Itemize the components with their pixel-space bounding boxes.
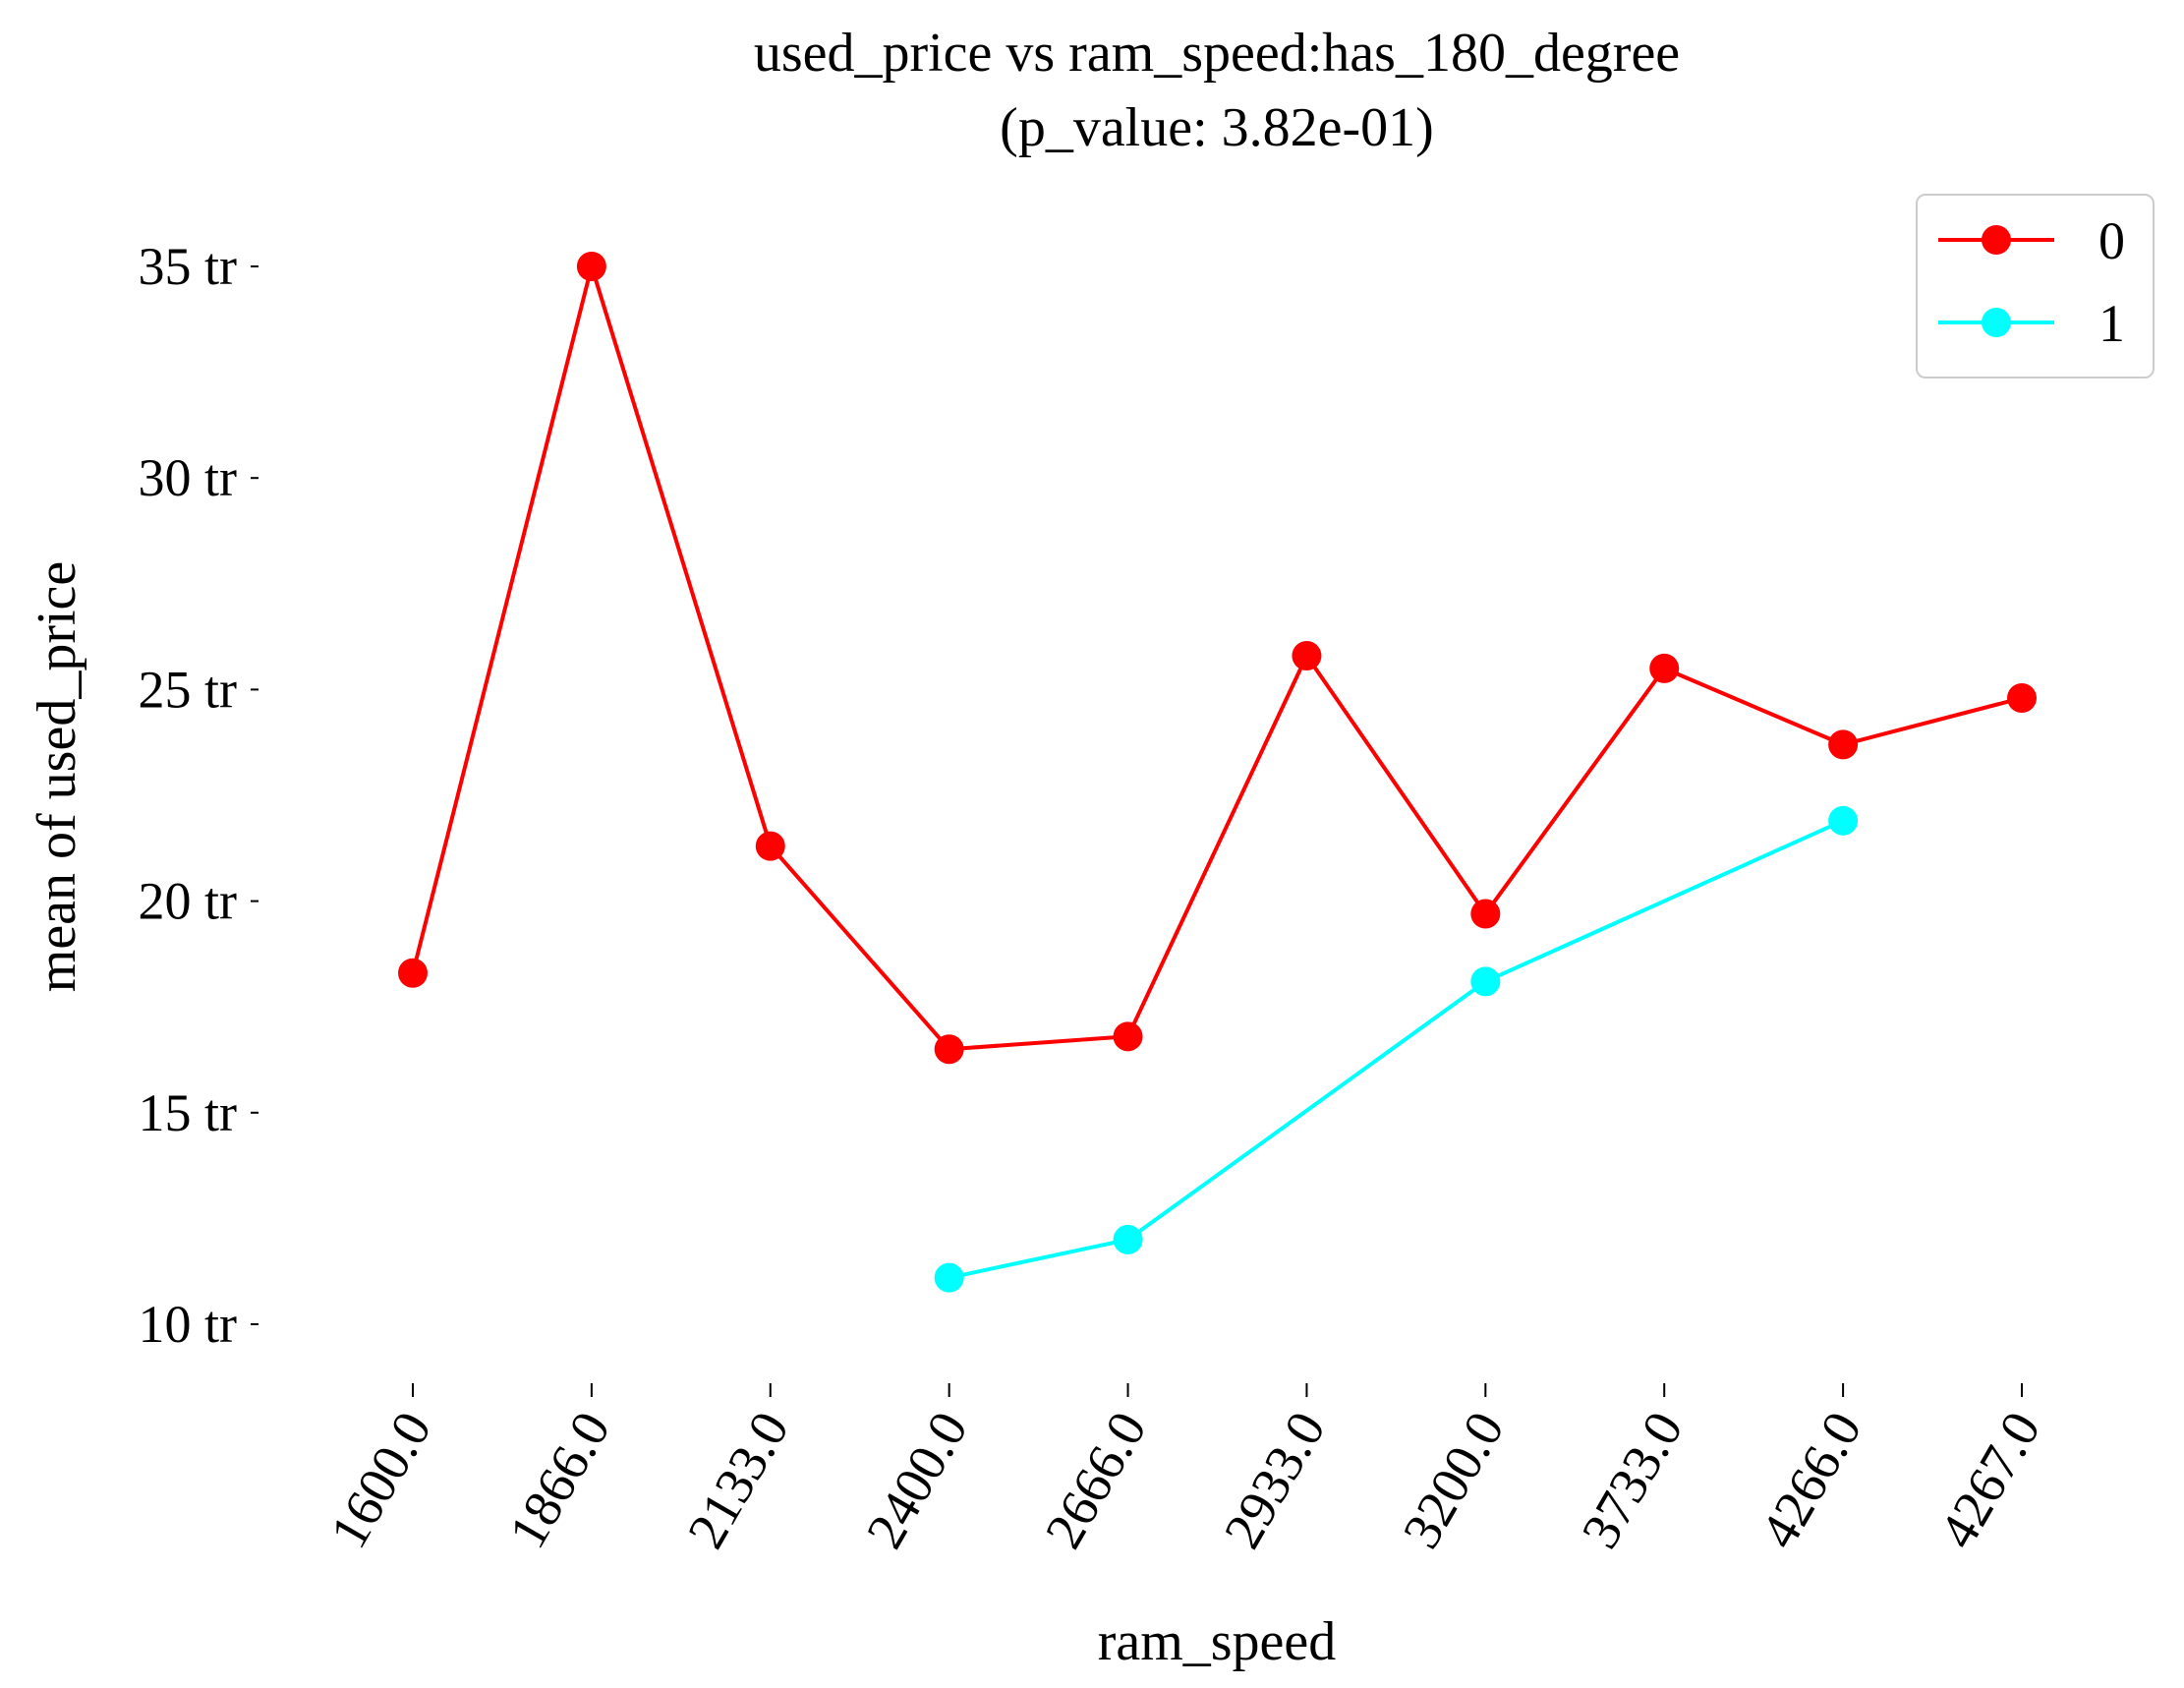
x-tick-label: 4267.0 xyxy=(1927,1402,2051,1558)
legend-marker xyxy=(1982,308,2011,337)
legend-marker xyxy=(1982,225,2011,255)
x-tick-label: 2666.0 xyxy=(1034,1402,1158,1558)
x-tick-label: 3733.0 xyxy=(1570,1402,1694,1558)
x-axis-label: ram_speed xyxy=(1098,1611,1337,1672)
data-point xyxy=(1470,899,1501,929)
x-tick-label: 2933.0 xyxy=(1213,1402,1337,1558)
data-point xyxy=(2007,683,2037,714)
data-point xyxy=(1828,805,1859,836)
y-tick-label: 20 tr xyxy=(139,872,238,931)
x-tick-label: 1866.0 xyxy=(497,1402,621,1558)
y-tick-label: 10 tr xyxy=(139,1295,238,1354)
y-tick-label: 30 tr xyxy=(139,448,238,507)
data-point xyxy=(398,958,428,988)
data-point xyxy=(1113,1224,1143,1254)
data-point xyxy=(1649,653,1680,683)
x-tick-label: 4266.0 xyxy=(1749,1402,1872,1558)
y-tick-label: 25 tr xyxy=(139,660,238,719)
series-line-1 xyxy=(948,818,1844,1280)
x-tick-label: 3200.0 xyxy=(1392,1402,1516,1558)
data-point xyxy=(934,1034,964,1065)
series-layer xyxy=(398,252,2037,1293)
x-tick-label: 2400.0 xyxy=(855,1402,979,1558)
data-point xyxy=(576,252,606,281)
series-0 xyxy=(398,252,2037,1065)
data-point xyxy=(1292,640,1322,670)
y-tick-label: 15 tr xyxy=(139,1083,238,1142)
legend: 01 xyxy=(1916,194,2155,378)
x-tick-label: 1600.0 xyxy=(318,1402,442,1558)
data-point xyxy=(1470,966,1501,997)
y-axis-label: mean of used_price xyxy=(27,561,87,992)
y-axis: 10 tr 15 tr 20 tr 25 tr 30 tr 35 tr xyxy=(139,237,259,1354)
legend-label: 1 xyxy=(2098,294,2125,353)
data-point xyxy=(755,831,785,861)
x-axis: 1600.0 1866.0 2133.0 2400.0 2666.0 2933.0 3200… xyxy=(318,1383,2051,1558)
chart-subtitle: (p_value: 3.82e-01) xyxy=(1000,97,1434,158)
data-point xyxy=(1828,729,1859,760)
x-tick-label: 2133.0 xyxy=(676,1402,800,1558)
legend-label: 0 xyxy=(2098,211,2125,270)
series-line-0 xyxy=(411,264,2023,1052)
y-tick-label: 35 tr xyxy=(139,237,238,296)
data-point xyxy=(1113,1021,1143,1052)
chart-title: used_price vs ram_speed:has_180_degree xyxy=(754,23,1680,84)
series-1 xyxy=(934,805,1859,1293)
data-point xyxy=(934,1262,964,1293)
